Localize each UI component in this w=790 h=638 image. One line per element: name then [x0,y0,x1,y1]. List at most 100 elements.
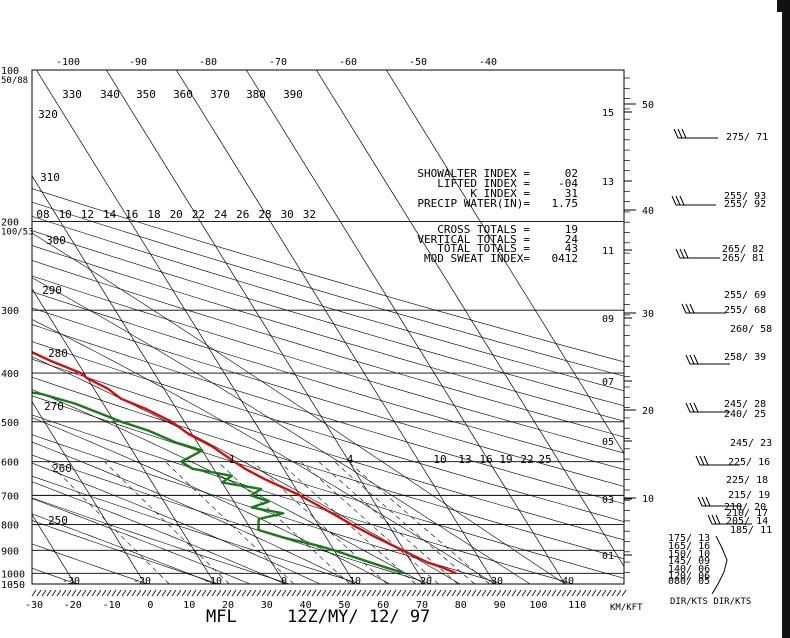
mixing-ratio-line [334,461,475,584]
bottom-hatch-mark [291,589,297,597]
dry-adiabat-line [32,567,77,584]
bottom-hatch-mark [51,589,57,597]
bottom-hatch-mark [556,589,562,597]
temperature-bottom-tick-label: -10 [204,576,222,587]
pressure-extra-label: 50/88 [1,76,28,86]
dry-adiabat-label: 360 [173,88,193,101]
wind-label: 225/ 16 [728,457,770,468]
plot-area [0,70,624,584]
pressure-extra-label: 100/53 [1,228,34,238]
mixing-ratio-label: 25 [538,453,551,466]
wind-label: 245/ 28 [724,399,766,410]
kft-tick-label: 20 [642,406,654,417]
dry-adiabat-line [32,497,290,584]
dry-adiabat-label: 280 [48,347,68,360]
wind-label: 215/ 19 [728,490,770,501]
bottom-hatch-mark [561,589,567,597]
dry-adiabat-label: 370 [210,88,230,101]
mixing-ratio-label: 18 [147,208,160,221]
pressure-tick-label: 700 [1,491,19,502]
bottom-hatch-mark [106,589,112,597]
wind-barb-feather [683,248,689,259]
wind-barb-feather [701,496,707,507]
index-label: TOTAL TOTALS = [437,242,530,255]
kft-tick-label: 10 [642,494,654,505]
dry-adiabat-line [32,245,624,422]
temperature-top-tick-label: -80 [199,57,217,68]
moist-adiabat-line [32,389,426,584]
pressure-tick-label: 400 [1,369,19,380]
fahrenheit-tick-label: 0 [147,600,153,611]
dry-adiabat-label: 270 [44,400,64,413]
mixing-ratio-label: 30 [281,208,294,221]
kft-tick-label: 50 [642,100,654,111]
bottom-hatch-mark [246,589,252,597]
dewpoint-trace [32,391,405,575]
height-axis: 15 13 11 09 07 05 03 01 50 40 30 20 10 [602,70,654,584]
bottom-hatch-mark [186,589,192,597]
km-tick-label: 15 [602,108,614,119]
mixing-ratio-label: 28 [258,208,271,221]
index-value: 24 [565,233,579,246]
index-label: LIFTED INDEX = [437,177,530,190]
moist-adiabat-line [32,481,286,584]
bottom-hatch-mark [256,589,262,597]
fahrenheit-tick-label: 40 [300,600,312,611]
pressure-tick-label: 200 [1,218,19,229]
wind-barb-feather [685,402,691,413]
bottom-hatch-mark [591,589,597,597]
fahrenheit-tick-label: 30 [261,600,273,611]
dry-adiabat-line [32,216,624,392]
bottom-hatch-mark [606,589,612,597]
index-label: PRECIP WATER(IN)= [417,197,530,210]
isotherm-line [32,513,76,584]
bottom-hatch-mark [176,589,182,597]
moist-adiabat-line [32,319,496,584]
wind-label: 260/ 58 [730,324,772,335]
wind-label: 185/ 11 [730,525,772,536]
wind-label: 240/ 25 [724,409,766,420]
wind-barb-feather [681,303,687,314]
temperature-top-tick-label: -70 [269,57,287,68]
temperature-bottom-tick-label: 20 [420,576,432,587]
bottom-hatch-mark [196,589,202,597]
wind-barb-feather [677,128,683,139]
kft-tick-label: 40 [642,206,654,217]
bottom-hatch-mark [121,589,127,597]
isotherm-line [106,70,426,584]
bottom-hatch-mark [611,589,617,597]
plot-frame [31,69,625,585]
bottom-hatch-mark [551,589,557,597]
bottom-hatch-mark [621,589,627,597]
moist-adiabats [32,232,566,584]
fahrenheit-tick-label: 50 [338,600,350,611]
bottom-hatch-mark [136,589,142,597]
isotherm-line [316,70,624,567]
bottom-hatch-mark [601,589,607,597]
bottom-hatch-mark [511,589,517,597]
moist-adiabat-line [32,417,391,584]
dry-adiabat-label: 390 [283,88,303,101]
bottom-hatch-mark [566,589,572,597]
scan-edge-mark [777,0,790,12]
mixing-ratio-label: 4 [347,453,354,466]
wind-label: 245/ 23 [730,438,772,449]
wind-label: 205/ 14 [726,516,768,527]
bottom-hatch-mark [41,589,47,597]
isotherm-line [0,70,5,584]
wind-label: 145/ 09 [668,556,710,567]
bottom-hatch-mark [306,589,312,597]
bottom-hatch-mark [536,589,542,597]
mixing-ratio-line [279,461,416,584]
dry-adiabat-label: 350 [136,88,156,101]
index-value: 43 [565,242,578,255]
mixing-ratio-label: 22 [192,208,205,221]
fahrenheit-tick-label: -20 [64,600,82,611]
mixing-ratio-label: 16 [125,208,138,221]
dry-adiabat-label: 260 [52,462,72,475]
isobars [32,70,624,584]
bottom-hatch-mark [141,589,147,597]
bottom-hatch-mark [391,589,397,597]
bottom-hatch-mark [91,589,97,597]
wind-barb-feather [699,455,705,466]
